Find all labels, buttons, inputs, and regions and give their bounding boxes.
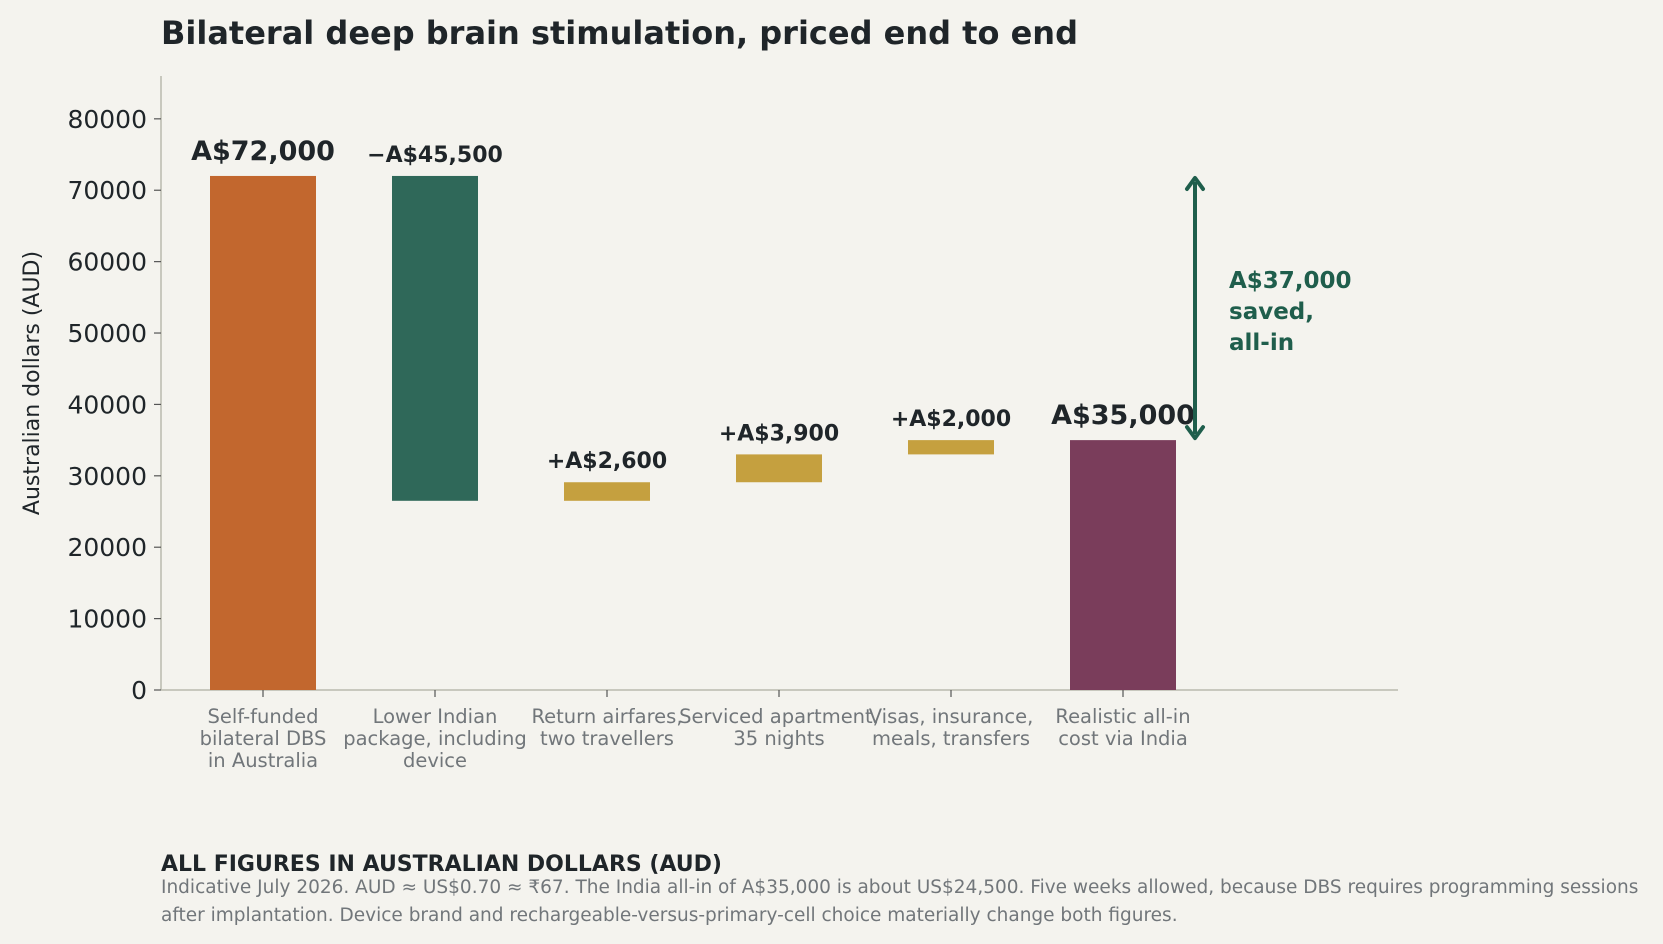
- y-tick-label: 30000: [67, 462, 147, 491]
- y-tick-label: 0: [131, 676, 147, 705]
- x-category-label: Return airfares,: [531, 705, 682, 728]
- x-category-label: cost via India: [1058, 727, 1188, 750]
- savings-annotation-text: saved,: [1229, 299, 1314, 325]
- note-body: Indicative July 2026. AUD ≈ US$0.70 ≈ ₹6…: [161, 877, 1639, 926]
- y-tick-label: 40000: [67, 390, 147, 419]
- x-category-label: bilateral DBS: [200, 727, 327, 750]
- y-tick-label: 80000: [67, 105, 147, 134]
- bar: [1070, 440, 1176, 690]
- x-category-label: device: [403, 749, 467, 772]
- y-tick-label: 70000: [67, 176, 147, 205]
- y-tick-label: 50000: [67, 319, 147, 348]
- x-category-label: meals, transfers: [872, 727, 1030, 750]
- savings-arrow-head-up: [1185, 175, 1205, 191]
- x-category-label: Realistic all-in: [1055, 705, 1190, 728]
- y-axis-label: Australian dollars (AUD): [20, 251, 45, 515]
- bar: [736, 454, 822, 483]
- y-tick-label: 60000: [67, 248, 147, 277]
- note-heading: ALL FIGURES IN AUSTRALIAN DOLLARS (AUD): [161, 852, 722, 877]
- savings-arrow-head-down: [1185, 425, 1205, 441]
- bar: [564, 482, 650, 501]
- x-category-label: 35 nights: [733, 727, 824, 750]
- bar: [392, 175, 478, 501]
- bar-value-label: +A$2,000: [891, 407, 1011, 432]
- savings-annotation-text: A$37,000: [1229, 268, 1352, 294]
- x-category-label: Visas, insurance,: [869, 705, 1034, 728]
- x-category-label: two travellers: [540, 727, 674, 750]
- bar-value-label: +A$2,600: [547, 449, 667, 474]
- y-tick-label: 20000: [67, 533, 147, 562]
- bar-value-label: −A$45,500: [367, 143, 503, 168]
- x-category-label: package, including: [343, 727, 527, 750]
- bar: [908, 440, 994, 455]
- x-category-label: Lower Indian: [373, 705, 498, 728]
- chart-title: Bilateral deep brain stimulation, priced…: [161, 14, 1078, 52]
- bar-value-label: A$35,000: [1051, 400, 1195, 431]
- bar-value-label: A$72,000: [191, 136, 335, 167]
- savings-annotation-text: all-in: [1229, 330, 1294, 356]
- bar-value-label: +A$3,900: [719, 421, 839, 446]
- x-category-label: Serviced apartment,: [679, 705, 879, 728]
- x-category-label: Self-funded: [208, 705, 319, 728]
- bar: [210, 175, 316, 690]
- y-tick-label: 10000: [67, 605, 147, 634]
- x-category-label: in Australia: [208, 749, 318, 772]
